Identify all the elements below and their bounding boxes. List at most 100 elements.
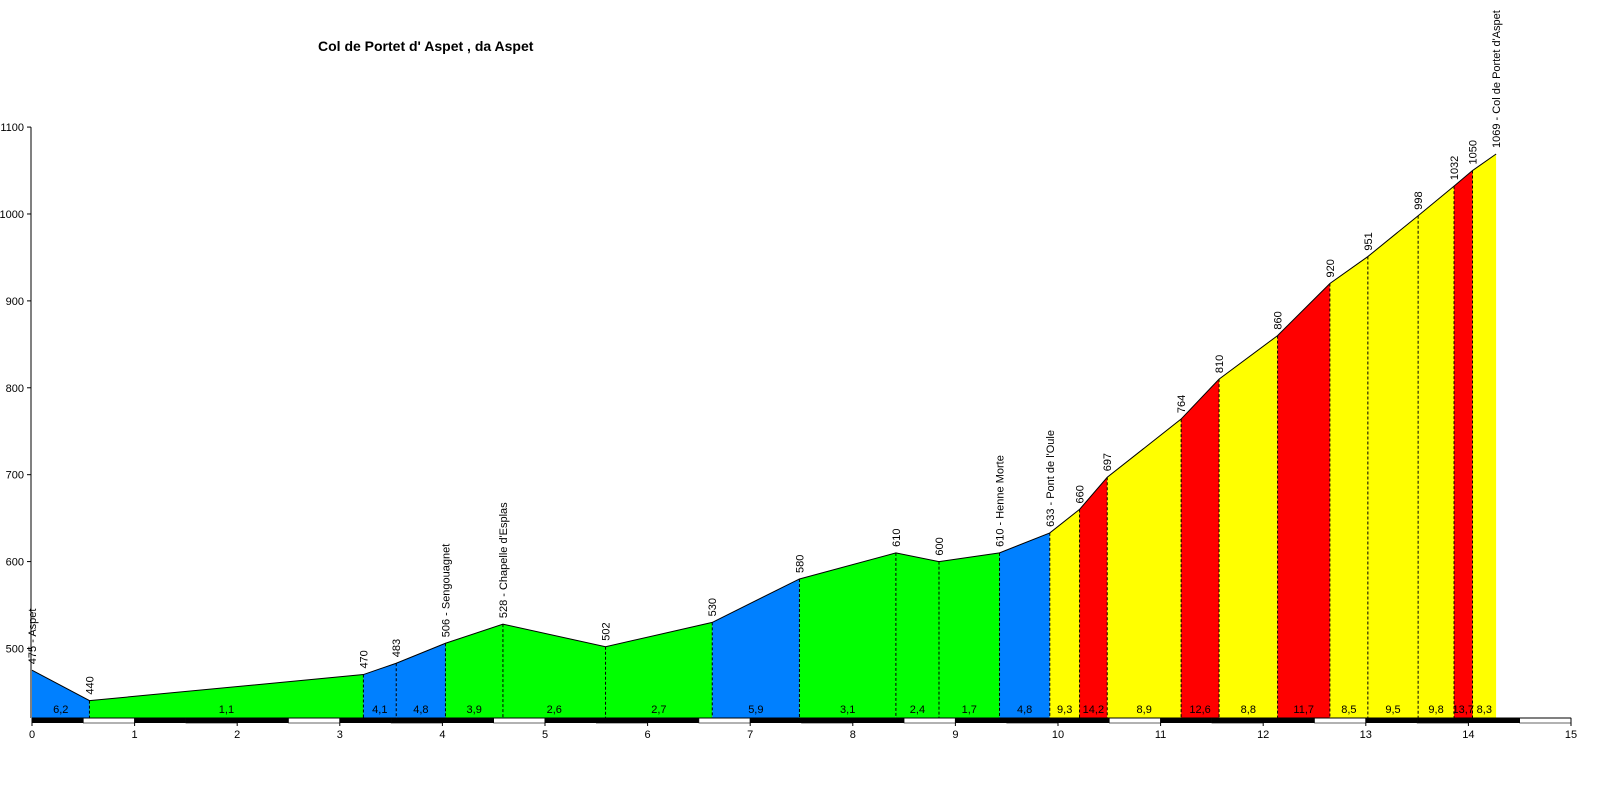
segment-fill xyxy=(1181,379,1220,718)
gradient-label: 2,6 xyxy=(547,704,562,716)
km-bar-dark xyxy=(134,718,186,723)
x-axis: 0 1 2 3 4 5 6 7 8 9 10 11 12 13 14 15 xyxy=(29,717,1577,741)
altitude-label: 1032 xyxy=(1449,156,1461,180)
gradient-label: 6,2 xyxy=(53,704,68,716)
km-bar-dark xyxy=(1263,718,1315,723)
altitude-label: 475 - Aspet xyxy=(27,609,39,665)
gradient-label: 1,1 xyxy=(219,704,234,716)
altitude-label: 483 xyxy=(391,639,403,657)
km-bar-light xyxy=(1211,717,1264,724)
km-bar-light xyxy=(1109,717,1161,724)
chart-title: Col de Portet d' Aspet , da Aspet xyxy=(318,38,534,54)
altitude-label: 610 - Henne Morte xyxy=(995,455,1007,547)
altitude-label: 502 xyxy=(601,622,613,640)
gradient-label: 9,5 xyxy=(1385,704,1400,716)
segment-fill xyxy=(938,552,1000,718)
km-bar-dark xyxy=(955,718,1007,723)
segment-fill xyxy=(712,578,800,718)
segment-fill xyxy=(999,532,1050,718)
gradient-label: 12,6 xyxy=(1189,704,1210,716)
gradient-label: 4,8 xyxy=(413,704,428,716)
segment-fill xyxy=(1454,170,1473,718)
x-tick-label: 5 xyxy=(542,729,548,741)
x-tick-label: 14 xyxy=(1462,729,1474,741)
segment-fill xyxy=(1329,256,1368,718)
x-tick-label: 9 xyxy=(952,729,958,741)
altitude-label: 610 xyxy=(891,529,903,547)
gradient-label: 14,2 xyxy=(1083,704,1104,716)
x-tick-label: 1 xyxy=(132,729,138,741)
km-bar-dark xyxy=(647,718,699,723)
altitude-label: 1050 xyxy=(1468,140,1480,164)
profile-line xyxy=(31,153,1497,702)
x-tick-label: 13 xyxy=(1360,729,1372,741)
gradient-label: 4,1 xyxy=(372,704,387,716)
y-tick-label: 900 xyxy=(6,296,24,308)
altitude-label: 920 xyxy=(1325,259,1337,277)
gradient-segments xyxy=(32,154,1497,719)
km-bar-dark xyxy=(1365,718,1418,723)
gradient-label: 11,7 xyxy=(1293,704,1314,716)
altitude-label: 1069 - Col de Portet d'Aspet xyxy=(1491,10,1503,148)
km-bar-light xyxy=(390,717,443,724)
segment-fill xyxy=(1219,335,1278,718)
segment-dividers xyxy=(88,170,1474,718)
gradient-label: 2,4 xyxy=(910,704,925,716)
segment-fill xyxy=(1079,477,1108,718)
y-tick-label: 800 xyxy=(6,383,24,395)
gradient-label: 4,8 xyxy=(1017,704,1032,716)
x-tick-label: 0 xyxy=(29,729,35,741)
segment-fill xyxy=(1472,154,1497,719)
gradient-label: 9,8 xyxy=(1428,704,1443,716)
km-bar-light xyxy=(83,717,135,724)
gradient-label: 8,8 xyxy=(1241,704,1256,716)
profile-outline xyxy=(31,153,1497,702)
km-bar-light xyxy=(1416,717,1469,724)
y-tick-label: 700 xyxy=(6,470,24,482)
km-bar-light xyxy=(185,717,238,724)
km-bar-light xyxy=(1006,717,1059,724)
gradient-label: 13,7 xyxy=(1453,704,1474,716)
segment-fill xyxy=(445,624,503,718)
segment-fill xyxy=(32,670,90,718)
km-bar-dark xyxy=(237,718,289,723)
segment-fill xyxy=(1418,186,1455,718)
altitude-label: 998 xyxy=(1413,191,1425,209)
altitude-label: 860 xyxy=(1273,311,1285,329)
y-tick-label: 600 xyxy=(6,557,24,569)
segment-fill xyxy=(363,663,397,718)
km-bar-dark xyxy=(32,718,84,723)
altitude-label: 506 - Sengouagnet xyxy=(440,544,452,638)
x-tick-label: 12 xyxy=(1257,729,1269,741)
km-bar-dark xyxy=(1468,718,1520,723)
km-bar-dark xyxy=(545,718,597,723)
altitude-label: 600 xyxy=(934,537,946,555)
km-bar-light xyxy=(1314,717,1367,724)
altitude-label: 528 - Chapelle d'Esplas xyxy=(498,502,510,618)
km-bar-light xyxy=(288,717,341,724)
altitude-label: 440 xyxy=(84,676,96,694)
km-bar-light xyxy=(801,717,854,724)
km-bar-light xyxy=(595,717,648,724)
km-bar-dark xyxy=(1058,718,1110,723)
segment-fill xyxy=(799,552,896,718)
altitude-label: 951 xyxy=(1363,232,1375,250)
x-tick-label: 15 xyxy=(1565,729,1577,741)
segment-fill xyxy=(1367,215,1419,718)
gradient-label: 8,5 xyxy=(1341,704,1356,716)
km-bar-dark xyxy=(339,718,392,723)
km-bar-light xyxy=(493,717,546,724)
x-tick-label: 6 xyxy=(645,729,651,741)
y-tick-label: 1100 xyxy=(0,122,24,134)
altitude-label: 633 - Pont de l'Oule xyxy=(1045,430,1057,527)
y-axis: 500 600 700 800 900 1000 1100 xyxy=(0,122,32,718)
gradient-label: 3,1 xyxy=(840,704,855,716)
segment-fill xyxy=(1107,419,1182,718)
km-bar-light xyxy=(1519,717,1572,724)
km-bar-dark xyxy=(442,718,494,723)
altitude-label: 530 xyxy=(707,598,719,616)
gradient-label: 8,9 xyxy=(1137,704,1152,716)
x-tick-label: 7 xyxy=(747,729,753,741)
segment-fill xyxy=(1049,509,1080,718)
altitude-label: 810 xyxy=(1214,355,1226,373)
